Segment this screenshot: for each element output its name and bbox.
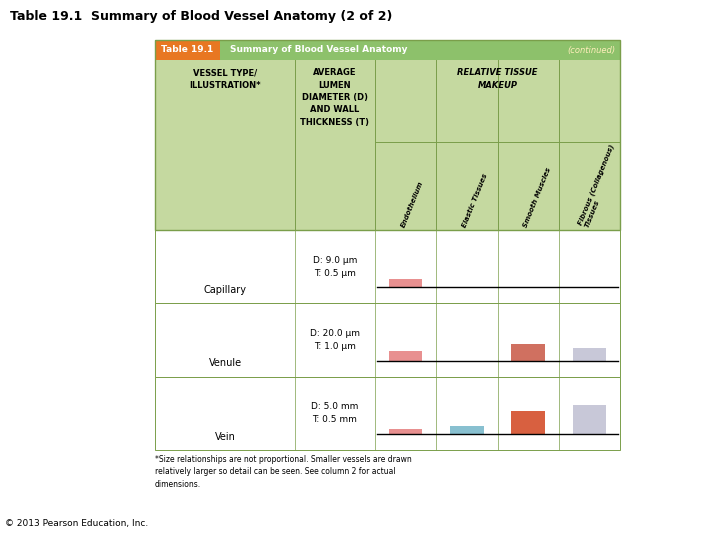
Text: RELATIVE TISSUE
MAKEUP: RELATIVE TISSUE MAKEUP xyxy=(457,68,538,90)
Bar xyxy=(155,60,620,230)
Text: D: 20.0 μm
T: 1.0 μm: D: 20.0 μm T: 1.0 μm xyxy=(310,329,360,351)
Text: Venule: Venule xyxy=(208,359,242,368)
Text: AVERAGE
LUMEN
DIAMETER (D)
AND WALL
THICKNESS (T): AVERAGE LUMEN DIAMETER (D) AND WALL THIC… xyxy=(300,68,369,127)
Text: Fibrous (Collagenous)
Tissues: Fibrous (Collagenous) Tissues xyxy=(577,143,622,228)
Bar xyxy=(155,230,620,303)
Text: *Size relationships are not proportional. Smaller vessels are drawn
relatively l: *Size relationships are not proportional… xyxy=(155,455,412,489)
Bar xyxy=(572,405,606,434)
Text: D: 5.0 mm
T: 0.5 mm: D: 5.0 mm T: 0.5 mm xyxy=(311,402,359,424)
Text: Endothelium: Endothelium xyxy=(400,180,424,228)
Bar xyxy=(572,348,606,361)
Text: (continued): (continued) xyxy=(567,45,615,55)
Bar xyxy=(155,377,620,450)
Text: Capillary: Capillary xyxy=(204,285,246,295)
Text: D: 9.0 μm
T: 0.5 μm: D: 9.0 μm T: 0.5 μm xyxy=(312,255,357,278)
Bar xyxy=(511,411,545,434)
Text: Smooth Muscles: Smooth Muscles xyxy=(523,166,552,228)
Text: Summary of Blood Vessel Anatomy: Summary of Blood Vessel Anatomy xyxy=(230,45,408,55)
Bar xyxy=(389,351,423,361)
Text: Table 19.1: Table 19.1 xyxy=(161,45,214,55)
Text: VESSEL TYPE/
ILLUSTRATION*: VESSEL TYPE/ ILLUSTRATION* xyxy=(189,68,261,90)
Bar xyxy=(155,40,220,60)
Text: Table 19.1  Summary of Blood Vessel Anatomy (2 of 2): Table 19.1 Summary of Blood Vessel Anato… xyxy=(10,10,392,23)
Bar xyxy=(511,344,545,361)
Bar xyxy=(389,279,423,287)
Text: Vein: Vein xyxy=(215,432,235,442)
Bar xyxy=(389,429,423,434)
Text: © 2013 Pearson Education, Inc.: © 2013 Pearson Education, Inc. xyxy=(5,519,148,528)
Bar xyxy=(155,303,620,377)
Bar xyxy=(155,40,620,230)
Bar xyxy=(220,40,620,60)
Text: Elastic Tissues: Elastic Tissues xyxy=(462,172,488,228)
Bar xyxy=(450,426,484,434)
